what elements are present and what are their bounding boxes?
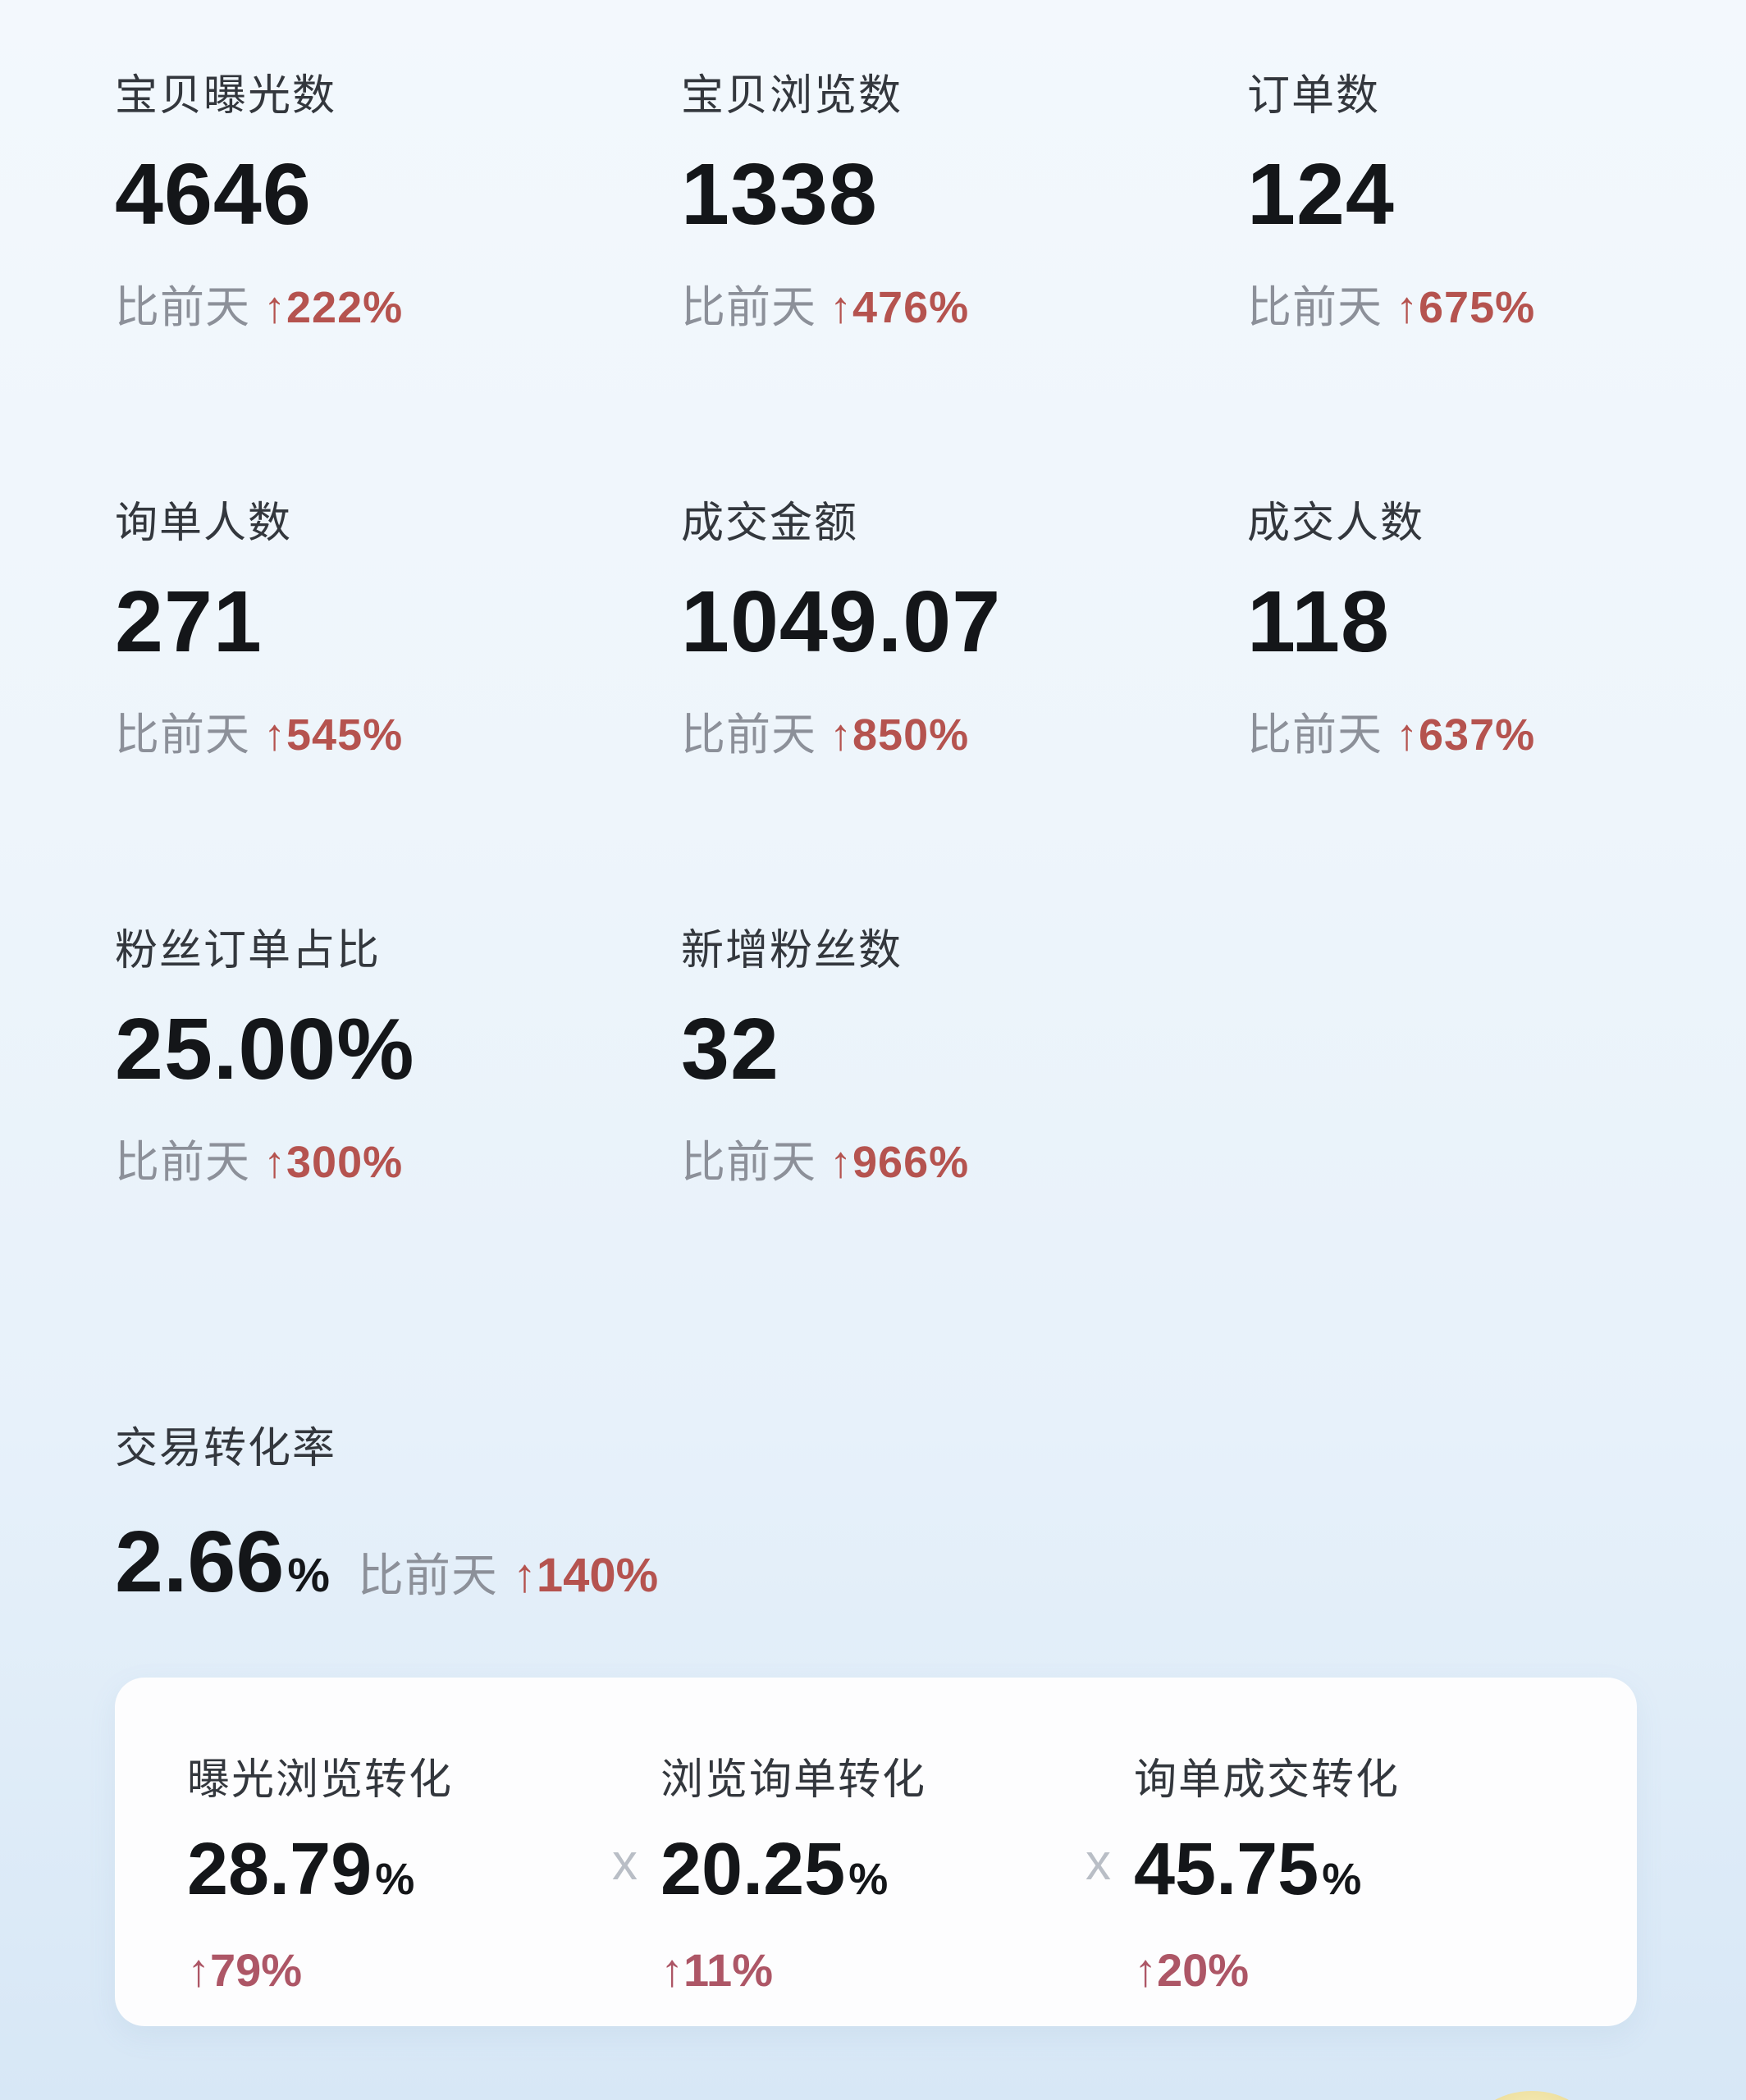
up-arrow-icon: ↑ (187, 1944, 210, 1996)
conversion-value: 2.66 (115, 1513, 285, 1610)
multiply-separator: x (1086, 1834, 1111, 1891)
metric-value: 4646 (115, 146, 312, 243)
funnel-value-unit: % (848, 1855, 889, 1904)
metric-delta: 比前天 ↑300% (115, 1125, 681, 1190)
funnel-delta: 79% (210, 1944, 303, 1996)
funnel-value-digits: 45.75 (1134, 1828, 1319, 1911)
funnel-value-digits: 28.79 (187, 1828, 373, 1911)
funnel-step-view-to-inquiry: 浏览询单转化 20.25 % ↑11% (660, 1745, 1071, 2026)
up-arrow-icon: ↑ (830, 710, 853, 760)
metric-delta: 比前天 ↑675% (1247, 271, 1746, 336)
compare-prefix: 比前天 (357, 1550, 498, 1601)
up-arrow-icon: ↑ (263, 283, 287, 332)
funnel-label: 曝光浏览转化 (187, 1756, 454, 1804)
conversion-line: 2.66 % 比前天 ↑140% (115, 1513, 1746, 1612)
up-arrow-icon: ↑ (512, 1549, 537, 1602)
metric-value: 124 (1247, 146, 1395, 243)
metric-item-fan-order-ratio: 粉丝订单占比 25.00% 比前天 ↑300% (115, 915, 681, 1190)
up-arrow-icon: ↑ (263, 710, 287, 760)
funnel-delta: 20% (1157, 1944, 1250, 1996)
metric-delta: 比前天 ↑476% (681, 271, 1247, 336)
metric-label: 成交金额 (681, 500, 859, 547)
funnel-value: 20.25 % (660, 1828, 1071, 1912)
metric-value: 271 (115, 573, 263, 670)
conversion-label: 交易转化率 (115, 1425, 337, 1472)
delta-value: 637% (1419, 710, 1536, 760)
funnel-value-digits: 20.25 (660, 1828, 846, 1911)
funnel-step-exposure-to-view: 曝光浏览转化 28.79 % ↑79% (187, 1745, 597, 2026)
metric-item-buyers: 成交人数 118 比前天 ↑637% (1247, 488, 1746, 763)
metric-item-exposure: 宝贝曝光数 4646 比前天 ↑222% (115, 61, 681, 336)
delta-value: 850% (852, 710, 970, 760)
delta-value: 222% (286, 283, 404, 332)
metric-label: 粉丝订单占比 (115, 927, 382, 975)
metric-label: 新增粉丝数 (681, 927, 903, 975)
up-arrow-icon: ↑ (1396, 283, 1419, 332)
funnel-conversion-card: 曝光浏览转化 28.79 % ↑79% x 浏览询单转化 20.25 % ↑11… (115, 1678, 1637, 2026)
funnel-step-inquiry-to-deal: 询单成交转化 45.75 % ↑20% (1134, 1745, 1544, 2026)
metric-label: 成交人数 (1247, 500, 1425, 547)
delta-value: 300% (286, 1138, 404, 1187)
metric-value: 32 (681, 1001, 779, 1098)
funnel-label: 浏览询单转化 (660, 1756, 927, 1804)
up-arrow-icon: ↑ (1134, 1944, 1157, 1996)
metric-delta: 比前天 ↑637% (1247, 698, 1746, 763)
compare-prefix: 比前天 (1247, 283, 1383, 332)
up-arrow-icon: ↑ (263, 1138, 287, 1187)
compare-prefix: 比前天 (115, 283, 250, 332)
metric-item-gmv: 成交金额 1049.07 比前天 ↑850% (681, 488, 1247, 763)
metric-label: 询单人数 (115, 500, 293, 547)
metric-label: 宝贝曝光数 (115, 72, 337, 120)
funnel-value-unit: % (1322, 1855, 1362, 1904)
metric-value: 1338 (681, 146, 878, 243)
funnel-label: 询单成交转化 (1134, 1756, 1401, 1804)
metric-value: 118 (1247, 573, 1391, 670)
metric-value: 25.00% (115, 1001, 415, 1098)
compare-prefix: 比前天 (681, 1138, 816, 1187)
funnel-delta: 11% (683, 1944, 773, 1996)
delta-value: 675% (1419, 283, 1536, 332)
compare-prefix: 比前天 (1247, 710, 1383, 760)
up-arrow-icon: ↑ (660, 1944, 683, 1996)
metrics-grid: 宝贝曝光数 4646 比前天 ↑222% 宝贝浏览数 1338 比前天 ↑476… (115, 61, 1746, 1190)
multiply-separator: x (612, 1834, 638, 1891)
funnel-value: 45.75 % (1134, 1828, 1544, 1912)
delta-value: 545% (286, 710, 404, 760)
metric-item-views: 宝贝浏览数 1338 比前天 ↑476% (681, 61, 1247, 336)
compare-prefix: 比前天 (681, 710, 816, 760)
metric-delta: 比前天 ↑222% (115, 271, 681, 336)
metric-value: 1049.07 (681, 573, 1002, 670)
funnel-value: 28.79 % (187, 1828, 597, 1912)
metric-delta: 比前天 ↑850% (681, 698, 1247, 763)
compare-prefix: 比前天 (115, 1138, 250, 1187)
compare-prefix: 比前天 (681, 283, 816, 332)
metric-item-inquiries: 询单人数 271 比前天 ↑545% (115, 488, 681, 763)
metric-delta: 比前天 ↑545% (115, 698, 681, 763)
conversion-rate-section: 交易转化率 2.66 % 比前天 ↑140% (0, 1413, 1746, 1612)
metric-label: 订单数 (1247, 72, 1381, 120)
metric-item-orders: 订单数 124 比前天 ↑675% (1247, 61, 1746, 336)
funnel-value-unit: % (375, 1855, 415, 1904)
metric-item-new-fans: 新增粉丝数 32 比前天 ↑966% (681, 915, 1247, 1190)
up-arrow-icon: ↑ (1396, 710, 1419, 760)
floating-sticker-button[interactable] (1470, 2091, 1593, 2100)
metric-label: 宝贝浏览数 (681, 72, 903, 120)
delta-value: 476% (852, 283, 970, 332)
compare-prefix: 比前天 (115, 710, 250, 760)
conversion-delta: 140% (536, 1549, 659, 1602)
up-arrow-icon: ↑ (830, 1138, 853, 1187)
conversion-unit: % (287, 1549, 330, 1602)
delta-value: 966% (852, 1138, 970, 1187)
metric-delta: 比前天 ↑966% (681, 1125, 1247, 1190)
up-arrow-icon: ↑ (830, 283, 853, 332)
